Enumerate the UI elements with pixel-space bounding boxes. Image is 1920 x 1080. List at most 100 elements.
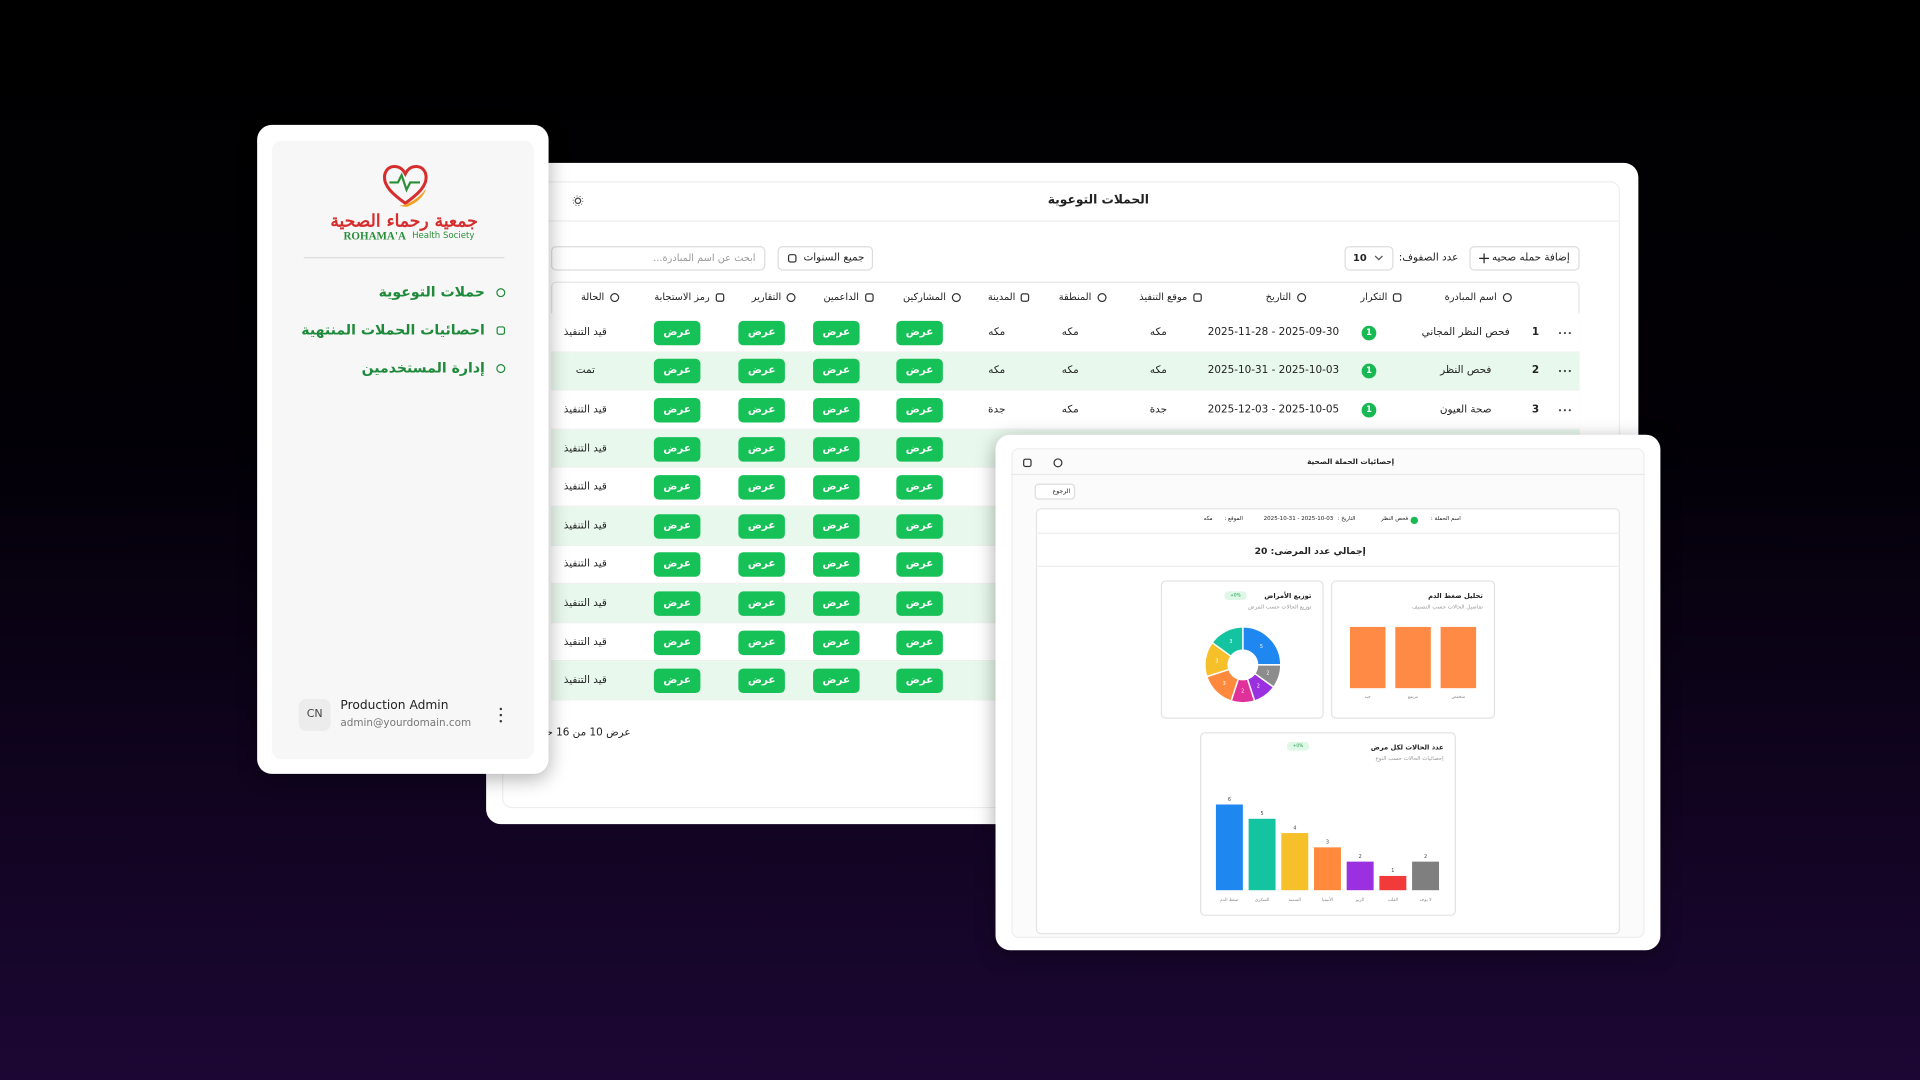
view-button-label[interactable]: عرض: [747, 326, 776, 339]
view-button[interactable]: [653, 591, 701, 616]
view-button-label[interactable]: عرض: [822, 558, 851, 571]
view-button[interactable]: [738, 320, 785, 346]
view-button[interactable]: [896, 475, 943, 500]
view-button[interactable]: [653, 514, 701, 539]
view-button[interactable]: [896, 630, 943, 655]
view-button-label[interactable]: عرض: [905, 674, 934, 687]
view-button[interactable]: [653, 397, 701, 423]
view-button[interactable]: [738, 552, 785, 578]
years-filter[interactable]: [777, 246, 874, 271]
view-button-label[interactable]: عرض: [663, 558, 691, 571]
view-button-label[interactable]: عرض: [822, 326, 851, 339]
cell-status: قيد التنفيذ: [563, 519, 607, 533]
rows-select-value[interactable]: 10: [1353, 252, 1367, 264]
view-button[interactable]: [738, 359, 785, 384]
view-button-label[interactable]: عرض: [905, 635, 934, 649]
view-button-label[interactable]: عرض: [747, 442, 776, 455]
view-button[interactable]: [813, 436, 860, 462]
view-button[interactable]: [653, 475, 701, 500]
nav-item[interactable]: حملات التوعوية: [378, 283, 485, 301]
view-button[interactable]: [813, 630, 860, 655]
view-button-label[interactable]: عرض: [663, 674, 691, 687]
view-button-label[interactable]: عرض: [747, 558, 776, 571]
view-button-label[interactable]: عرض: [905, 365, 934, 378]
view-button[interactable]: [738, 668, 785, 694]
view-button[interactable]: [813, 591, 860, 616]
view-button-label[interactable]: عرض: [822, 481, 851, 494]
view-button[interactable]: [896, 397, 943, 423]
view-button-label[interactable]: عرض: [747, 635, 776, 649]
view-button-label[interactable]: عرض: [822, 597, 851, 610]
view-button[interactable]: [653, 552, 701, 578]
view-button-label[interactable]: عرض: [822, 442, 851, 455]
view-button-label[interactable]: عرض: [747, 481, 776, 494]
rows-select[interactable]: [1344, 246, 1394, 271]
view-button[interactable]: [896, 668, 943, 694]
pressure-category: جيد: [1365, 695, 1372, 700]
view-button[interactable]: [896, 359, 943, 384]
view-button[interactable]: [813, 475, 860, 500]
view-button[interactable]: [738, 436, 785, 462]
back-label[interactable]: الرجوع: [1052, 487, 1071, 495]
view-button-label[interactable]: عرض: [663, 635, 691, 649]
card-title: تحليل ضغط الدم: [1428, 592, 1483, 601]
view-button-label[interactable]: عرض: [663, 365, 691, 378]
view-button[interactable]: [896, 552, 943, 578]
add-button-label[interactable]: إضافة حمله صحيه: [1491, 251, 1570, 265]
view-button-label[interactable]: عرض: [663, 442, 691, 455]
view-button[interactable]: [813, 514, 860, 539]
view-button-label[interactable]: عرض: [822, 674, 851, 687]
view-button-label[interactable]: عرض: [822, 365, 851, 378]
view-button-label[interactable]: عرض: [905, 597, 934, 610]
view-button[interactable]: [653, 630, 701, 655]
view-button-label[interactable]: عرض: [663, 481, 691, 494]
view-button[interactable]: [653, 436, 701, 462]
view-button[interactable]: [896, 514, 943, 539]
disease-bar: [1412, 861, 1440, 891]
view-button[interactable]: [896, 320, 943, 346]
view-button[interactable]: [813, 359, 860, 384]
view-button-label[interactable]: عرض: [747, 519, 776, 533]
view-button[interactable]: [738, 397, 785, 423]
view-button-label[interactable]: عرض: [747, 365, 776, 378]
add-button[interactable]: [1469, 246, 1580, 271]
view-button[interactable]: [813, 397, 860, 423]
diseases-badge: [1286, 742, 1309, 751]
search-placeholder[interactable]: ابحث عن اسم المبادرة...: [653, 252, 756, 264]
view-button-label[interactable]: عرض: [905, 558, 934, 571]
view-button-label[interactable]: عرض: [905, 403, 934, 417]
view-button[interactable]: [738, 514, 785, 539]
view-button[interactable]: [896, 591, 943, 616]
view-button[interactable]: [738, 591, 785, 616]
view-button-label[interactable]: عرض: [822, 519, 851, 533]
view-button[interactable]: [813, 552, 860, 578]
view-button-label[interactable]: عرض: [747, 403, 776, 417]
view-button-label[interactable]: عرض: [822, 635, 851, 649]
view-button[interactable]: [896, 436, 943, 462]
view-button-label[interactable]: عرض: [822, 403, 851, 417]
view-button-label[interactable]: عرض: [747, 674, 776, 687]
view-button[interactable]: [738, 475, 785, 500]
view-button-label[interactable]: عرض: [905, 326, 934, 339]
view-button-label[interactable]: عرض: [663, 597, 691, 610]
view-button[interactable]: [653, 668, 701, 694]
view-button-label[interactable]: عرض: [747, 597, 776, 610]
nav-item[interactable]: إدارة المستخدمين: [361, 359, 485, 377]
column-header: المشاركين: [903, 291, 946, 303]
search-input[interactable]: [551, 246, 766, 271]
view-button-label[interactable]: عرض: [663, 326, 691, 339]
nav-item[interactable]: احصائيات الحملات المنتهية: [301, 321, 485, 339]
view-button[interactable]: [738, 630, 785, 655]
column-header: موقع التنفيذ: [1139, 291, 1188, 303]
back-button[interactable]: [1034, 483, 1076, 500]
view-button[interactable]: [653, 359, 701, 384]
years-filter-label[interactable]: جميع السنوات: [803, 251, 865, 265]
view-button-label[interactable]: عرض: [663, 403, 691, 417]
view-button-label[interactable]: عرض: [905, 442, 934, 455]
view-button[interactable]: [813, 320, 860, 346]
view-button[interactable]: [653, 320, 701, 346]
view-button[interactable]: [813, 668, 860, 694]
view-button-label[interactable]: عرض: [663, 519, 691, 533]
view-button-label[interactable]: عرض: [905, 519, 934, 533]
view-button-label[interactable]: عرض: [905, 481, 934, 494]
